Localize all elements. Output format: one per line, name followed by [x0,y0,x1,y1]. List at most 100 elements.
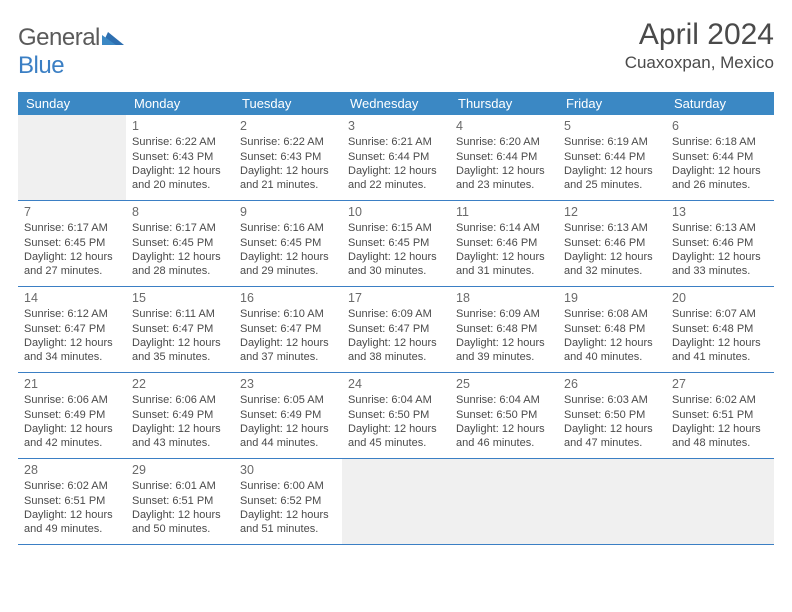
day-number: 25 [456,376,552,392]
calendar-cell: 16Sunrise: 6:10 AMSunset: 6:47 PMDayligh… [234,287,342,373]
daylight-text: Daylight: 12 hours and 43 minutes. [132,422,228,451]
daylight-text: Daylight: 12 hours and 31 minutes. [456,250,552,279]
daylight-text: Daylight: 12 hours and 20 minutes. [132,164,228,193]
sunrise-text: Sunrise: 6:01 AM [132,479,228,493]
cell-inner: 20Sunrise: 6:07 AMSunset: 6:48 PMDayligh… [666,287,774,373]
cell-inner [666,459,774,545]
sunrise-text: Sunrise: 6:22 AM [132,135,228,149]
calendar-cell: 9Sunrise: 6:16 AMSunset: 6:45 PMDaylight… [234,201,342,287]
sunset-text: Sunset: 6:50 PM [564,408,660,422]
day-number: 26 [564,376,660,392]
calendar-cell [666,459,774,545]
day-number: 16 [240,290,336,306]
sunrise-text: Sunrise: 6:09 AM [456,307,552,321]
sunset-text: Sunset: 6:44 PM [564,150,660,164]
weekday-header: Tuesday [234,92,342,115]
cell-inner: 19Sunrise: 6:08 AMSunset: 6:48 PMDayligh… [558,287,666,373]
sunset-text: Sunset: 6:51 PM [672,408,768,422]
month-title: April 2024 [625,18,774,51]
cell-inner: 17Sunrise: 6:09 AMSunset: 6:47 PMDayligh… [342,287,450,373]
cell-inner: 22Sunrise: 6:06 AMSunset: 6:49 PMDayligh… [126,373,234,459]
calendar-cell: 15Sunrise: 6:11 AMSunset: 6:47 PMDayligh… [126,287,234,373]
sunrise-text: Sunrise: 6:14 AM [456,221,552,235]
weekday-header: Thursday [450,92,558,115]
calendar-cell: 23Sunrise: 6:05 AMSunset: 6:49 PMDayligh… [234,373,342,459]
sunset-text: Sunset: 6:50 PM [348,408,444,422]
cell-inner: 16Sunrise: 6:10 AMSunset: 6:47 PMDayligh… [234,287,342,373]
daylight-text: Daylight: 12 hours and 49 minutes. [24,508,120,537]
sunrise-text: Sunrise: 6:06 AM [132,393,228,407]
calendar-cell: 14Sunrise: 6:12 AMSunset: 6:47 PMDayligh… [18,287,126,373]
sunrise-text: Sunrise: 6:09 AM [348,307,444,321]
sunset-text: Sunset: 6:44 PM [672,150,768,164]
cell-inner: 21Sunrise: 6:06 AMSunset: 6:49 PMDayligh… [18,373,126,459]
day-number: 13 [672,204,768,220]
daylight-text: Daylight: 12 hours and 21 minutes. [240,164,336,193]
calendar-cell: 8Sunrise: 6:17 AMSunset: 6:45 PMDaylight… [126,201,234,287]
cell-inner: 24Sunrise: 6:04 AMSunset: 6:50 PMDayligh… [342,373,450,459]
sunrise-text: Sunrise: 6:22 AM [240,135,336,149]
sunrise-text: Sunrise: 6:02 AM [672,393,768,407]
daylight-text: Daylight: 12 hours and 23 minutes. [456,164,552,193]
sunset-text: Sunset: 6:47 PM [348,322,444,336]
day-number: 27 [672,376,768,392]
day-number: 5 [564,118,660,134]
day-number: 11 [456,204,552,220]
daylight-text: Daylight: 12 hours and 34 minutes. [24,336,120,365]
daylight-text: Daylight: 12 hours and 44 minutes. [240,422,336,451]
calendar-cell: 30Sunrise: 6:00 AMSunset: 6:52 PMDayligh… [234,459,342,545]
cell-inner [558,459,666,545]
daylight-text: Daylight: 12 hours and 22 minutes. [348,164,444,193]
header: GeneralBlue April 2024 Cuaxoxpan, Mexico [18,18,774,80]
sunset-text: Sunset: 6:45 PM [24,236,120,250]
sunset-text: Sunset: 6:49 PM [24,408,120,422]
calendar-cell: 24Sunrise: 6:04 AMSunset: 6:50 PMDayligh… [342,373,450,459]
day-number: 8 [132,204,228,220]
day-number: 12 [564,204,660,220]
sunset-text: Sunset: 6:46 PM [564,236,660,250]
calendar-cell: 7Sunrise: 6:17 AMSunset: 6:45 PMDaylight… [18,201,126,287]
daylight-text: Daylight: 12 hours and 46 minutes. [456,422,552,451]
cell-inner: 28Sunrise: 6:02 AMSunset: 6:51 PMDayligh… [18,459,126,545]
cell-inner: 30Sunrise: 6:00 AMSunset: 6:52 PMDayligh… [234,459,342,545]
logo-text: GeneralBlue [18,24,124,80]
logo-mark-icon [102,24,124,52]
cell-inner: 10Sunrise: 6:15 AMSunset: 6:45 PMDayligh… [342,201,450,287]
sunset-text: Sunset: 6:46 PM [672,236,768,250]
cell-inner: 6Sunrise: 6:18 AMSunset: 6:44 PMDaylight… [666,115,774,201]
cell-inner: 5Sunrise: 6:19 AMSunset: 6:44 PMDaylight… [558,115,666,201]
calendar-cell: 28Sunrise: 6:02 AMSunset: 6:51 PMDayligh… [18,459,126,545]
daylight-text: Daylight: 12 hours and 30 minutes. [348,250,444,279]
day-number: 21 [24,376,120,392]
calendar-cell: 1Sunrise: 6:22 AMSunset: 6:43 PMDaylight… [126,115,234,201]
sunrise-text: Sunrise: 6:04 AM [456,393,552,407]
daylight-text: Daylight: 12 hours and 47 minutes. [564,422,660,451]
cell-inner: 1Sunrise: 6:22 AMSunset: 6:43 PMDaylight… [126,115,234,201]
cell-inner: 11Sunrise: 6:14 AMSunset: 6:46 PMDayligh… [450,201,558,287]
day-number: 10 [348,204,444,220]
calendar-cell: 12Sunrise: 6:13 AMSunset: 6:46 PMDayligh… [558,201,666,287]
day-number: 18 [456,290,552,306]
sunrise-text: Sunrise: 6:21 AM [348,135,444,149]
sunset-text: Sunset: 6:45 PM [132,236,228,250]
calendar-cell: 18Sunrise: 6:09 AMSunset: 6:48 PMDayligh… [450,287,558,373]
sunrise-text: Sunrise: 6:04 AM [348,393,444,407]
cell-inner: 26Sunrise: 6:03 AMSunset: 6:50 PMDayligh… [558,373,666,459]
calendar-body: 1Sunrise: 6:22 AMSunset: 6:43 PMDaylight… [18,115,774,545]
day-number: 30 [240,462,336,478]
sunrise-text: Sunrise: 6:06 AM [24,393,120,407]
cell-inner: 23Sunrise: 6:05 AMSunset: 6:49 PMDayligh… [234,373,342,459]
calendar-week-row: 14Sunrise: 6:12 AMSunset: 6:47 PMDayligh… [18,287,774,373]
cell-inner [18,115,126,201]
weekday-header: Friday [558,92,666,115]
sunrise-text: Sunrise: 6:10 AM [240,307,336,321]
weekday-header: Monday [126,92,234,115]
sunrise-text: Sunrise: 6:12 AM [24,307,120,321]
weekday-header: Wednesday [342,92,450,115]
day-number: 6 [672,118,768,134]
sunrise-text: Sunrise: 6:13 AM [672,221,768,235]
daylight-text: Daylight: 12 hours and 40 minutes. [564,336,660,365]
calendar-cell: 2Sunrise: 6:22 AMSunset: 6:43 PMDaylight… [234,115,342,201]
sunrise-text: Sunrise: 6:17 AM [24,221,120,235]
daylight-text: Daylight: 12 hours and 38 minutes. [348,336,444,365]
